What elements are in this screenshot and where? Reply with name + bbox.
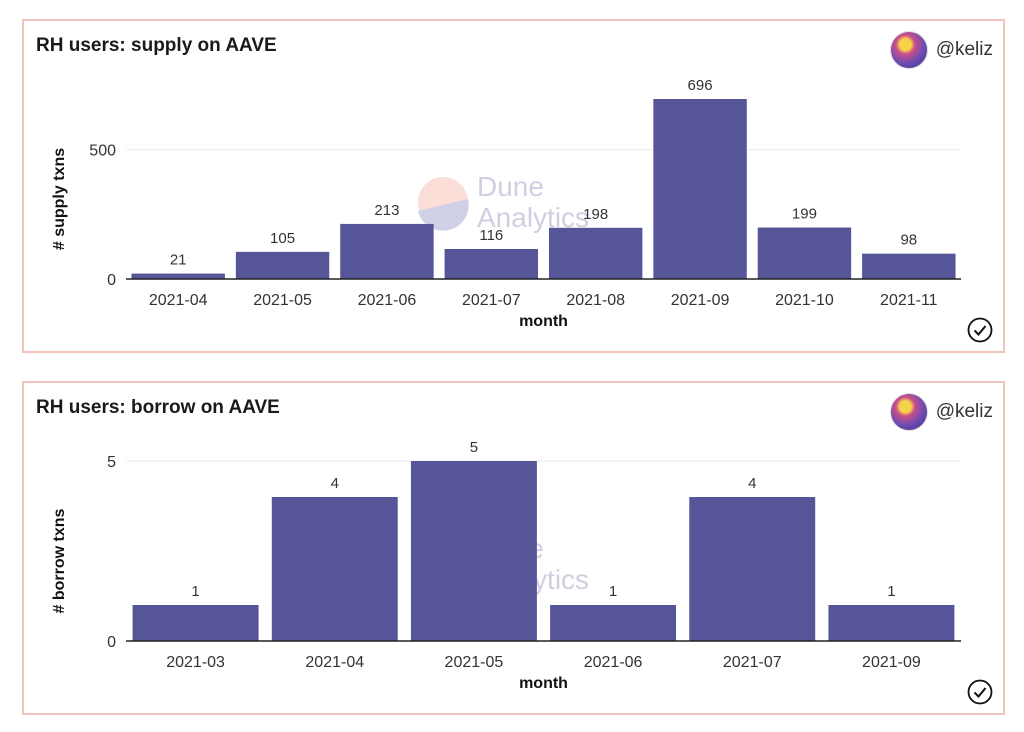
x-tick-label: 2021-06 — [584, 654, 643, 671]
x-tick-label: 2021-05 — [445, 654, 504, 671]
x-tick-label: 2021-10 — [775, 292, 834, 309]
bar — [653, 99, 747, 279]
bar — [271, 497, 398, 641]
bar — [444, 249, 539, 279]
data-label: 116 — [479, 227, 503, 244]
bar — [235, 251, 330, 279]
y-tick-label: 0 — [107, 272, 116, 289]
x-tick-label: 2021-09 — [862, 654, 921, 671]
author-badge[interactable]: @keliz — [889, 31, 993, 69]
borrow-bar-chart: DuneAnalytics0512021-0342021-0452021-051… — [51, 439, 961, 692]
x-axis-title: month — [519, 675, 568, 692]
check-circle-icon — [967, 679, 993, 705]
dune-logo-shade — [418, 199, 469, 231]
x-tick-label: 2021-07 — [462, 292, 521, 309]
data-label: 696 — [688, 77, 713, 94]
data-label: 1 — [887, 583, 895, 600]
dune-logo-icon — [418, 177, 468, 227]
y-tick-label: 500 — [89, 143, 116, 160]
bar — [340, 223, 434, 279]
data-label: 21 — [170, 252, 187, 269]
bar — [548, 227, 643, 279]
chart-title: RH users: borrow on AAVE — [36, 397, 280, 418]
data-label: 199 — [792, 206, 817, 223]
bar — [132, 605, 259, 641]
bar — [131, 273, 225, 279]
author-badge[interactable]: @keliz — [889, 393, 993, 431]
data-label: 198 — [583, 206, 608, 223]
author-name[interactable]: @keliz — [935, 39, 993, 60]
x-tick-label: 2021-03 — [166, 654, 225, 671]
bar — [828, 605, 955, 641]
data-label: 1 — [191, 583, 199, 600]
bar — [550, 605, 677, 641]
x-tick-label: 2021-06 — [358, 292, 417, 309]
y-tick-label: 0 — [107, 634, 116, 651]
data-label: 4 — [331, 475, 339, 492]
y-tick-label: 5 — [107, 454, 116, 471]
watermark-text: Dune — [477, 171, 544, 202]
bar — [410, 461, 537, 641]
x-tick-label: 2021-04 — [149, 292, 208, 309]
borrow-chart-panel: RH users: borrow on AAVE @keliz DuneAnal… — [22, 381, 1005, 715]
y-axis-title: # borrow txns — [51, 508, 68, 613]
data-label: 5 — [470, 439, 478, 456]
author-name[interactable]: @keliz — [935, 401, 993, 422]
bar — [757, 227, 852, 279]
data-label: 4 — [748, 475, 756, 492]
check-circle-icon — [967, 317, 993, 343]
x-tick-label: 2021-07 — [723, 654, 782, 671]
bar — [689, 497, 816, 641]
supply-chart-panel: RH users: supply on AAVE @keliz Dune Anal… — [22, 19, 1005, 353]
data-label: 105 — [270, 230, 295, 247]
x-tick-label: 2021-11 — [880, 292, 938, 309]
x-tick-label: 2021-04 — [305, 654, 364, 671]
data-label: 98 — [900, 232, 917, 249]
data-label: 213 — [374, 202, 399, 219]
y-axis-title: # supply txns — [51, 148, 68, 250]
x-tick-label: 2021-05 — [253, 292, 312, 309]
chart-title: RH users: supply on AAVE — [36, 35, 277, 56]
x-tick-label: 2021-08 — [566, 292, 625, 309]
x-axis-title: month — [519, 313, 568, 330]
data-label: 1 — [609, 583, 617, 600]
user-avatar-icon[interactable] — [889, 393, 928, 431]
bar — [862, 253, 956, 279]
user-avatar-icon[interactable] — [889, 31, 928, 69]
x-tick-label: 2021-09 — [671, 292, 730, 309]
